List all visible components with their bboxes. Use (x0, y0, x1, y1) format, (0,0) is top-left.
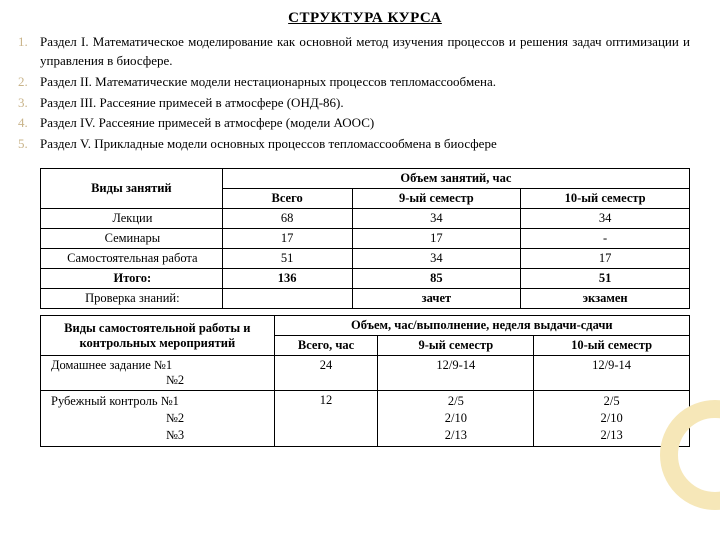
cell: 12/9-14 (534, 356, 690, 391)
cell: 34 (352, 249, 521, 269)
table-row: Домашнее задание №1 №2 24 12/9-14 12/9-1… (41, 356, 690, 391)
cell: экзамен (521, 289, 690, 309)
section-item: 2.Раздел II. Математические модели неста… (40, 73, 690, 92)
cell-label: Домашнее задание №1 №2 (41, 356, 275, 391)
cell-label: Лекции (41, 209, 223, 229)
section-num: 3. (18, 94, 28, 113)
page-title: СТРУКТУРА КУРСА (40, 10, 690, 27)
cell: 136 (222, 269, 352, 289)
section-text: Раздел V. Прикладные модели основных про… (40, 136, 497, 151)
table-row: Семинары 17 17 - (41, 229, 690, 249)
cell (222, 289, 352, 309)
cell: 24 (274, 356, 378, 391)
section-item: 1.Раздел I. Математическое моделирование… (40, 33, 690, 71)
cell-label: Проверка знаний: (41, 289, 223, 309)
table-row: Рубежный контроль №1 №2 №3 12 2/5 2/10 2… (41, 391, 690, 447)
cell: 85 (352, 269, 521, 289)
section-text: Раздел II. Математические модели нестаци… (40, 74, 496, 89)
cell: 17 (352, 229, 521, 249)
section-text: Раздел I. Математическое моделирование к… (40, 34, 690, 68)
section-num: 2. (18, 73, 28, 92)
th-sem9: 9-ый семестр (352, 189, 521, 209)
label-line: №3 (51, 427, 268, 444)
cell: 68 (222, 209, 352, 229)
section-item: 5.Раздел V. Прикладные модели основных п… (40, 135, 690, 154)
section-num: 5. (18, 135, 28, 154)
cell: 34 (521, 209, 690, 229)
cell: 34 (352, 209, 521, 229)
section-text: Раздел III. Рассеяние примесей в атмосфе… (40, 95, 344, 110)
cell-label: Итого: (41, 269, 223, 289)
cell: 12 (274, 391, 378, 447)
table-row-check: Проверка знаний: зачет экзамен (41, 289, 690, 309)
cell-label: Самостоятельная работа (41, 249, 223, 269)
table-row: Самостоятельная работа 51 34 17 (41, 249, 690, 269)
cell: 17 (521, 249, 690, 269)
cell-label: Семинары (41, 229, 223, 249)
th-sem10-2: 10-ый семестр (534, 336, 690, 356)
selfwork-table: Виды самостоятельной работы и контрольны… (40, 315, 690, 447)
cell: 51 (222, 249, 352, 269)
cell: 2/5 2/10 2/13 (378, 391, 534, 447)
th-sem9-2: 9-ый семестр (378, 336, 534, 356)
cell: 51 (521, 269, 690, 289)
label-line: №2 (51, 373, 268, 388)
section-num: 4. (18, 114, 28, 133)
th-selfwork: Виды самостоятельной работы и контрольны… (41, 316, 275, 356)
th-volume: Объем занятий, час (222, 169, 689, 189)
activities-table: Виды занятий Объем занятий, час Всего 9-… (40, 168, 690, 309)
cell: 17 (222, 229, 352, 249)
th-total2: Всего, час (274, 336, 378, 356)
section-item: 3.Раздел III. Рассеяние примесей в атмос… (40, 94, 690, 113)
section-num: 1. (18, 33, 28, 52)
th-activities: Виды занятий (41, 169, 223, 209)
table-row: Лекции 68 34 34 (41, 209, 690, 229)
label-line: №2 (51, 410, 268, 427)
section-text: Раздел IV. Рассеяние примесей в атмосфер… (40, 115, 374, 130)
section-item: 4.Раздел IV. Рассеяние примесей в атмосф… (40, 114, 690, 133)
table-row-sum: Итого: 136 85 51 (41, 269, 690, 289)
sections-list: 1.Раздел I. Математическое моделирование… (40, 33, 690, 154)
label-line: Домашнее задание №1 (51, 358, 172, 372)
cell: зачет (352, 289, 521, 309)
cell-label: Рубежный контроль №1 №2 №3 (41, 391, 275, 447)
th-volume2: Объем, час/выполнение, неделя выдачи-сда… (274, 316, 689, 336)
th-total: Всего (222, 189, 352, 209)
th-sem10: 10-ый семестр (521, 189, 690, 209)
cell: - (521, 229, 690, 249)
label-line: Рубежный контроль №1 (51, 394, 179, 408)
cell: 12/9-14 (378, 356, 534, 391)
